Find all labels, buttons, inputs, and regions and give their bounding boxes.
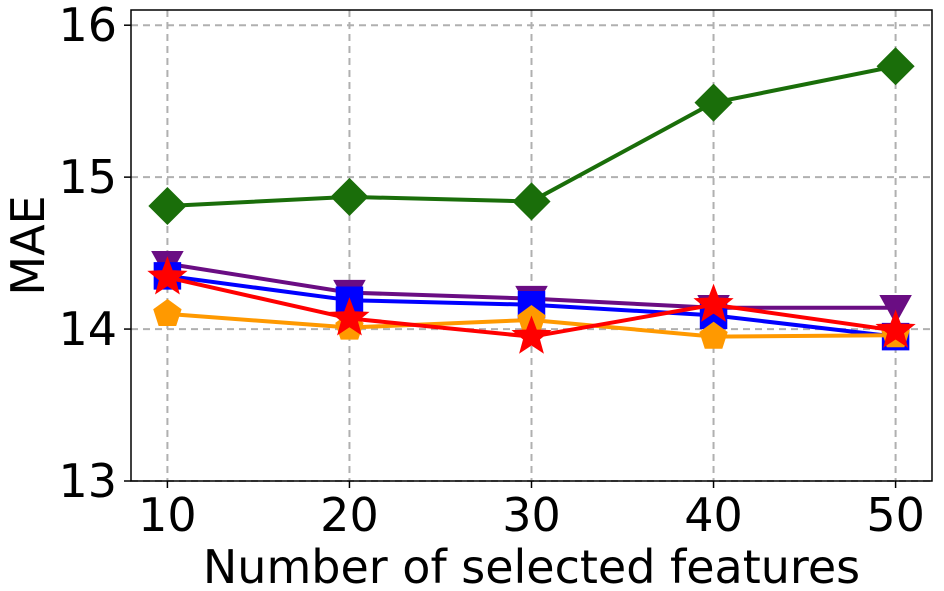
data-point xyxy=(512,182,551,221)
y-tick-label: 13 xyxy=(58,454,117,508)
x-tick-label: 40 xyxy=(684,488,743,542)
y-tick-label: 16 xyxy=(58,0,117,52)
data-point xyxy=(875,309,916,348)
series-layer xyxy=(147,47,916,354)
data-point xyxy=(876,47,915,86)
y-axis-label: MAE xyxy=(1,195,55,295)
ticks: 10 20 30 40 50 13 14 15 16 xyxy=(58,0,924,542)
y-tick-label: 14 xyxy=(58,302,117,356)
x-axis-label: Number of selected features xyxy=(203,540,860,591)
data-point xyxy=(879,295,912,325)
data-point xyxy=(694,83,733,122)
data-point xyxy=(147,256,188,295)
data-point xyxy=(153,298,182,326)
x-tick-label: 20 xyxy=(320,488,379,542)
series-1 xyxy=(148,47,915,226)
x-tick-label: 50 xyxy=(866,488,925,542)
data-point xyxy=(511,315,552,354)
data-point xyxy=(148,186,187,226)
x-tick-label: 10 xyxy=(138,488,197,542)
data-point xyxy=(693,283,734,322)
grid xyxy=(131,10,932,482)
x-tick-label: 30 xyxy=(502,488,561,542)
series-5 xyxy=(147,256,916,354)
data-point xyxy=(330,177,369,216)
y-tick-label: 15 xyxy=(58,150,117,204)
data-point xyxy=(329,297,370,336)
data-point xyxy=(699,321,728,349)
